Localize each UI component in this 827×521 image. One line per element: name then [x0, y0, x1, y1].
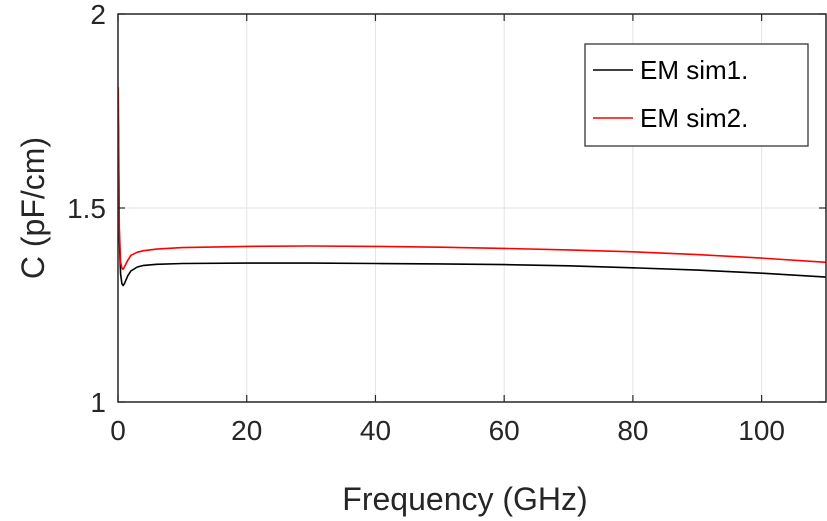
plot-lines	[117, 86, 827, 287]
legend-label-sim2: EM sim2.	[640, 103, 748, 133]
x-tick-label-3: 60	[489, 415, 520, 446]
y-tick-label-0: 1	[90, 387, 106, 418]
x-tick-label-0: 0	[110, 415, 126, 446]
legend: EM sim1. EM sim2.	[584, 43, 809, 147]
x-tick-label-1: 20	[231, 415, 262, 446]
tick-labels: 0 20 40 60 80 100 1 1.5 2	[67, 0, 785, 446]
y-axis-title: C (pF/cm)	[15, 137, 51, 279]
legend-label-sim1: EM sim1.	[640, 55, 748, 85]
x-tick-label-2: 40	[360, 415, 391, 446]
x-axis-title: Frequency (GHz)	[342, 481, 587, 517]
legend-box	[584, 43, 809, 147]
x-tick-label-4: 80	[617, 415, 648, 446]
x-tick-label-5: 100	[738, 415, 785, 446]
series-line-1	[117, 121, 827, 287]
y-tick-label-1: 1.5	[67, 193, 106, 224]
y-tick-label-2: 2	[90, 0, 106, 30]
series-line-2	[117, 86, 827, 271]
ticks	[117, 13, 826, 403]
